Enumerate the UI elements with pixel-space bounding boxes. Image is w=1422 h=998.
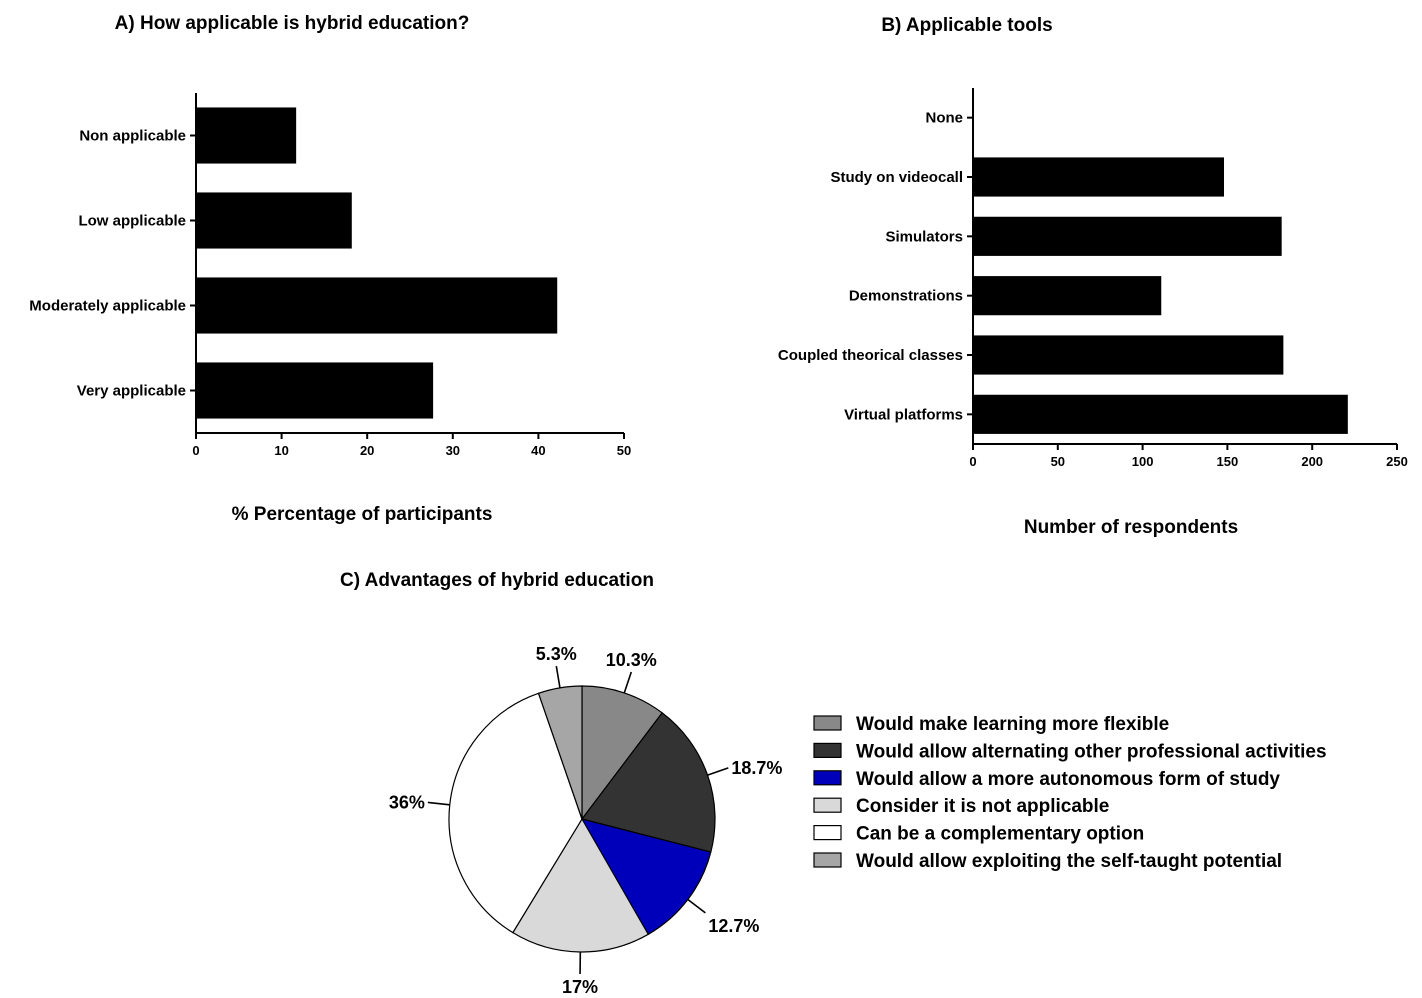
panel-a-category-label: Low applicable (78, 213, 186, 230)
legend-swatch-consider-it-is-not-applicable (813, 797, 842, 813)
panel-a-category-label: Moderately applicable (29, 298, 186, 315)
panel-b-x-tick-label: 250 (1386, 454, 1408, 469)
legend-swatch-would-allow-exploiting-the-self-taught-potential (813, 852, 842, 868)
panel-b-category-label: Simulators (885, 228, 963, 245)
panel-a-x-tick-label: 0 (192, 443, 199, 458)
pie-leader-line (427, 801, 450, 806)
legend-label-can-be-a-complementary-option: Can be a complementary option (856, 824, 1144, 845)
pie-slice-would-make-learning-more-flexible (581, 685, 664, 821)
legend-label-would-allow-a-more-autonomous-form-of-study: Would allow a more autonomous form of st… (856, 769, 1280, 790)
pie-label-would-make-learning-more-flexible: 10.3% (606, 650, 657, 670)
panel-a-x-tick-label: 40 (531, 443, 545, 458)
panel-b-xlabel: Number of respondents (1024, 517, 1238, 538)
panel-a-x-tick-label: 10 (274, 443, 288, 458)
panel-a-category-label: Very applicable (77, 383, 186, 400)
pie-label-consider-it-is-not-applicable: 17% (562, 977, 598, 997)
panel-c-chart: C) Advantages of hybrid education 10.3%1… (340, 570, 1326, 997)
panel-a-x-tick-label: 20 (360, 443, 374, 458)
pie-leader-line (623, 671, 633, 694)
panel-a-chart: A) How applicable is hybrid education? %… (29, 13, 631, 525)
panel-b-category-label: Coupled theorical classes (778, 347, 963, 364)
legend-swatch-can-be-a-complementary-option (813, 824, 842, 841)
legend-swatch-would-allow-a-more-autonomous-form-of-study (813, 770, 842, 786)
panel-a-bar-moderately-applicable (196, 277, 558, 334)
panel-b-bar-virtual-platforms (973, 394, 1348, 434)
panel-a-xlabel: % Percentage of participants (232, 504, 493, 525)
panel-b-x-tick-label: 0 (969, 454, 976, 469)
panel-a-bar-very-applicable (196, 362, 434, 419)
panel-b-x-tick-label: 200 (1301, 454, 1323, 469)
pie: 10.3% 18.7% 12.7% 17% 36% 5.3% (389, 644, 783, 997)
legend-swatch-would-make-learning-more-flexible (813, 715, 842, 731)
panel-c-title: C) Advantages of hybrid education (340, 570, 654, 591)
pie-legend: Would make learning more flexible Would a… (813, 714, 1327, 872)
pie-leader-line (707, 767, 729, 776)
panel-b-category-label: Study on videocall (830, 169, 963, 186)
panel-b-category-label: Demonstrations (849, 288, 963, 305)
legend-label-would-make-learning-more-flexible: Would make learning more flexible (856, 714, 1169, 735)
pie-label-would-allow-a-more-autonomous-form-of-study: 12.7% (708, 916, 759, 936)
legend-label-would-allow-exploiting-the-self-taught-potential: Would allow exploiting the self-taught p… (856, 851, 1282, 872)
legend-swatch-would-allow-alternating-other-professional-activities (813, 742, 842, 759)
panel-b-x-tick-label: 50 (1051, 454, 1065, 469)
panel-a-bar-non-applicable (196, 107, 297, 164)
panel-a-title: A) How applicable is hybrid education? (115, 13, 470, 34)
pie-label-would-allow-exploiting-the-self-taught-potential: 5.3% (536, 644, 577, 664)
pie-leader-line (555, 666, 561, 688)
pie-slice-would-allow-alternating-other-professional-activities (580, 712, 716, 853)
panel-b-bar-demonstrations (973, 276, 1162, 316)
pie-label-can-be-a-complementary-option: 36% (389, 792, 425, 812)
panel-b-chart: B) Applicable tools Number of respondent… (778, 15, 1408, 538)
pie-slice-can-be-a-complementary-option (448, 692, 583, 934)
panel-b-bar-coupled-theorical-classes (973, 335, 1284, 375)
panel-a-x-tick-label: 50 (617, 443, 631, 458)
pie-slice-consider-it-is-not-applicable (512, 817, 650, 953)
panel-b-x-tick-label: 100 (1132, 454, 1154, 469)
panel-b-bar-study-on-videocall (973, 157, 1225, 197)
legend-label-consider-it-is-not-applicable: Consider it is not applicable (856, 796, 1109, 817)
panel-b-x-tick-label: 150 (1217, 454, 1239, 469)
panel-b-category-label: Virtual platforms (844, 406, 963, 423)
panel-b-title: B) Applicable tools (881, 15, 1052, 36)
pie-label-would-allow-alternating-other-professional-activities: 18.7% (731, 758, 782, 778)
pie-leader-line (687, 898, 706, 914)
pie-slice-would-allow-exploiting-the-self-taught-potential (537, 685, 583, 820)
panel-b-bar-simulators (973, 216, 1282, 256)
panel-a-bar-low-applicable (196, 192, 352, 249)
panel-a-category-label: Non applicable (79, 128, 186, 145)
legend-label-would-allow-alternating-other-professional-activities: Would allow alternating other profession… (856, 741, 1327, 762)
panel-b-category-label: None (926, 110, 964, 127)
panel-a-x-tick-label: 30 (446, 443, 460, 458)
